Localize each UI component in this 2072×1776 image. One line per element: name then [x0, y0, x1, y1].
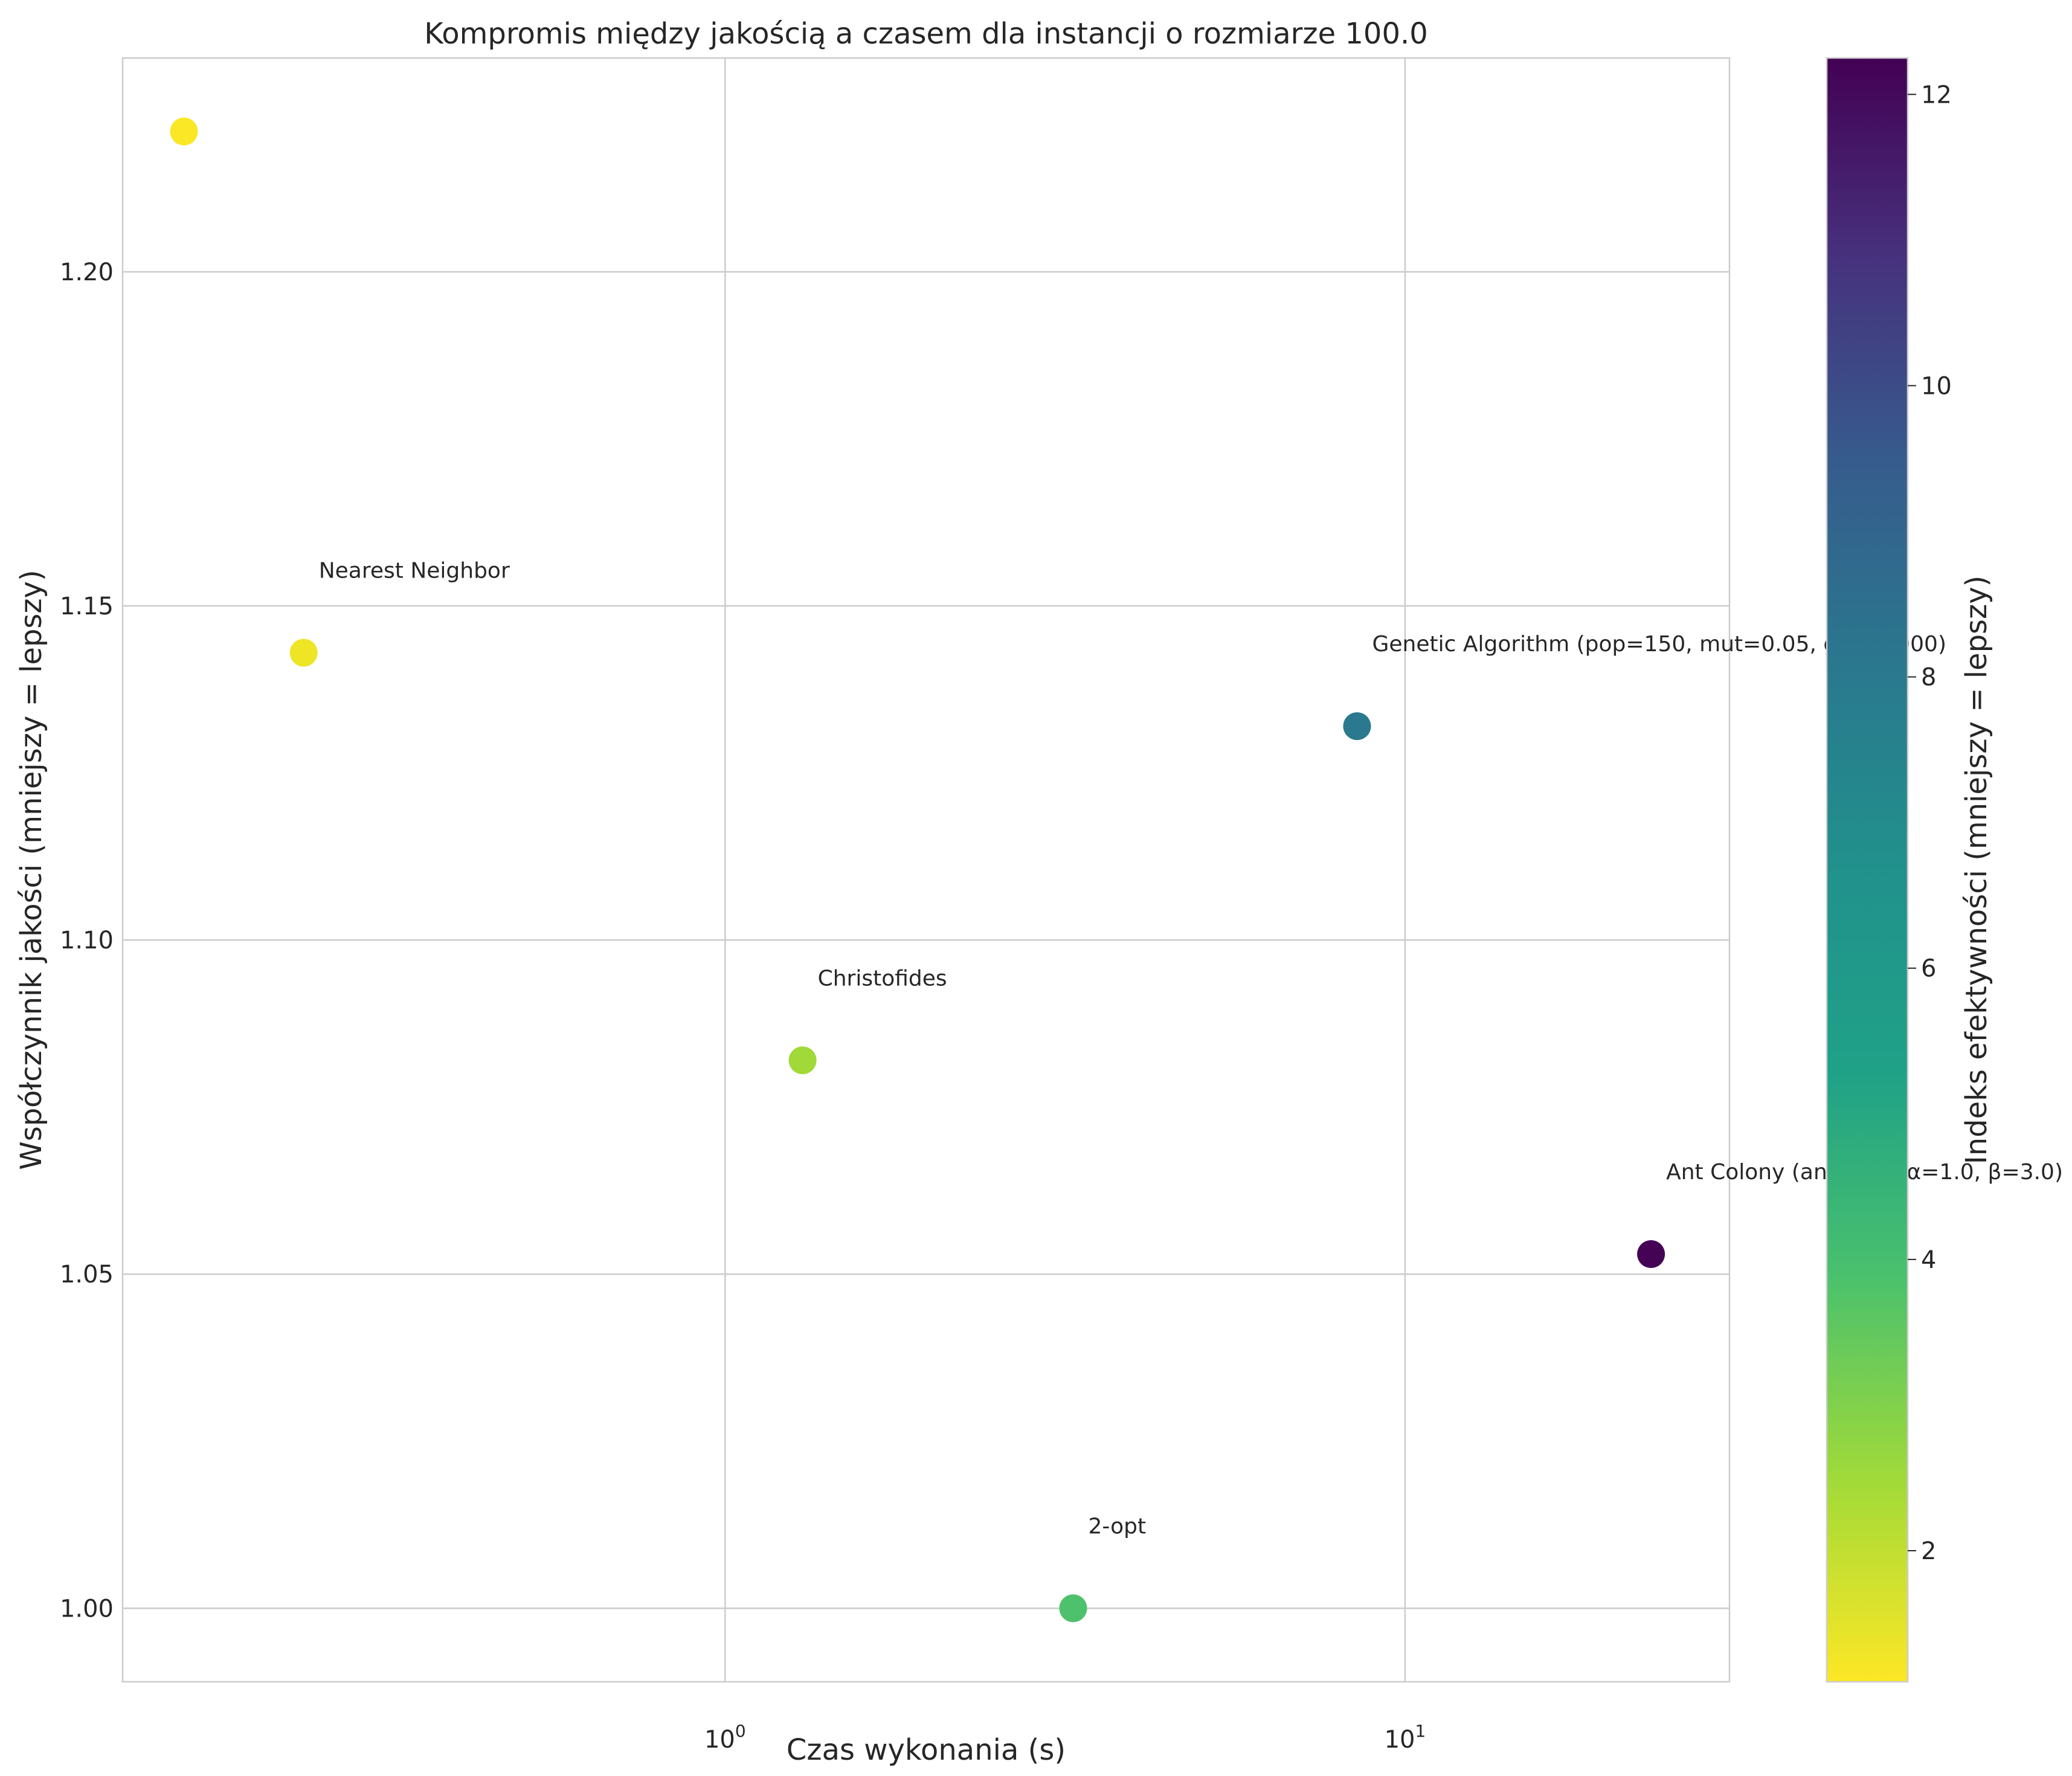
data-point — [289, 639, 318, 667]
y-tick-labels: 1.00 1.05 1.10 1.15 1.20 — [60, 259, 114, 1623]
data-point — [170, 117, 198, 146]
y-tick-label: 1.00 — [60, 1595, 114, 1623]
y-tick-label: 1.15 — [60, 593, 114, 620]
chart-title: Kompromis między jakością a czasem dla i… — [424, 17, 1428, 51]
data-point — [1059, 1594, 1087, 1623]
grid-lines — [123, 58, 1729, 1682]
x-axis-label: Czas wykonania (s) — [787, 1733, 1066, 1767]
y-tick-label: 1.20 — [60, 259, 114, 286]
colorbar-tick-label: 10 — [1921, 372, 1952, 400]
x-tick-label: 101 — [1385, 1721, 1426, 1754]
point-annotation: 2-opt — [1089, 1514, 1147, 1539]
plot-frame — [121, 57, 1731, 1683]
colorbar-tick-label: 8 — [1921, 664, 1936, 692]
data-point — [788, 1046, 817, 1075]
data-points — [170, 117, 1665, 1623]
colorbar-tick-label: 12 — [1921, 81, 1952, 109]
colorbar-label: Indeks efektywności (mniejszy = lepszy) — [1960, 576, 1993, 1165]
y-tick-label: 1.10 — [60, 927, 114, 954]
plot-area — [123, 58, 1729, 1682]
colorbar-tick-label: 4 — [1921, 1246, 1936, 1274]
point-annotation: Nearest Neighbor — [319, 558, 510, 583]
data-point — [1343, 712, 1371, 741]
y-axis-label: Współczynnik jakości (mniejszy = lepszy) — [14, 570, 48, 1170]
colorbar-tick-label: 6 — [1921, 955, 1936, 983]
point-annotation: Christofides — [818, 966, 947, 991]
x-tick-labels: 100 101 — [704, 1721, 1426, 1754]
y-tick-label: 1.05 — [60, 1261, 114, 1289]
x-tick-label: 100 — [704, 1721, 746, 1754]
colorbar — [1826, 57, 1909, 1683]
data-point — [1637, 1240, 1665, 1269]
colorbar-tick-labels: 2 4 6 8 10 12 — [1908, 81, 1952, 1565]
colorbar-tick-label: 2 — [1921, 1537, 1936, 1565]
